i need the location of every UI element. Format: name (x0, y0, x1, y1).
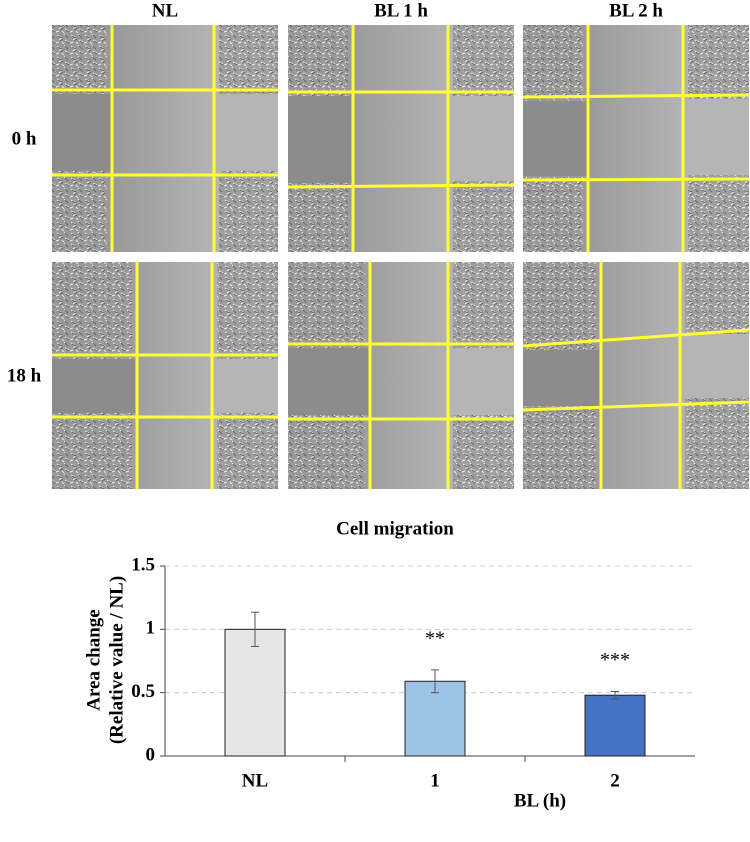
guide-line (287, 183, 515, 189)
gap-region (523, 101, 588, 176)
gap-region (448, 348, 514, 415)
y-tick-label: 0 (146, 744, 156, 765)
y-axis-label: Area change (83, 609, 104, 711)
image-panels: NL BL 1 h BL 2 h 0 h 18 h (7, 0, 750, 489)
significance-label: ** (425, 627, 445, 649)
row-label: 18 h (7, 365, 42, 386)
gap-region (523, 350, 601, 406)
significance-label: *** (600, 649, 630, 671)
chart-title: Cell migration (336, 518, 454, 539)
guide-line (522, 328, 750, 348)
bar (224, 628, 286, 757)
gap-region (680, 334, 749, 398)
bar (584, 694, 646, 757)
y-tick-label: 1 (146, 618, 156, 639)
x-tick-label: 1 (430, 770, 440, 791)
column-label: BL 2 h (609, 0, 663, 21)
gap-region (212, 359, 278, 413)
guide-line (522, 93, 750, 99)
gap-region (214, 94, 278, 171)
column-label: NL (152, 0, 178, 21)
guide-line (522, 400, 750, 412)
row-label: 0 h (12, 128, 37, 149)
bar (404, 680, 466, 757)
x-tick-label: NL (242, 770, 268, 791)
y-axis-label: (Relative value / NL) (106, 576, 127, 744)
y-tick-label: 0.5 (131, 681, 155, 702)
x-tick-label: 2 (610, 770, 620, 791)
x-axis-label: BL (h) (514, 790, 566, 811)
gap-region (683, 99, 749, 175)
gap-region (288, 348, 370, 415)
guide-line (522, 177, 750, 182)
gap-region (52, 359, 137, 413)
column-label: BL 1 h (374, 0, 428, 21)
y-tick-label: 1.5 (131, 554, 155, 575)
gap-region (448, 96, 514, 181)
gap-region (288, 96, 353, 183)
gap-region (52, 94, 112, 171)
